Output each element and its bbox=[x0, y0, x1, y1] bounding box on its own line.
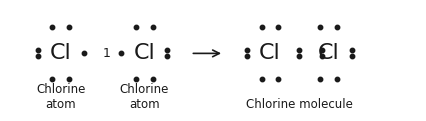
Text: Chlorine
atom: Chlorine atom bbox=[36, 83, 85, 111]
Text: Chlorine molecule: Chlorine molecule bbox=[245, 98, 352, 111]
Text: Cl: Cl bbox=[259, 43, 280, 63]
Text: Cl: Cl bbox=[133, 43, 155, 63]
Text: Chlorine
atom: Chlorine atom bbox=[119, 83, 169, 111]
Text: Cl: Cl bbox=[317, 43, 339, 63]
Text: Cl: Cl bbox=[50, 43, 72, 63]
Text: 1: 1 bbox=[103, 47, 110, 60]
